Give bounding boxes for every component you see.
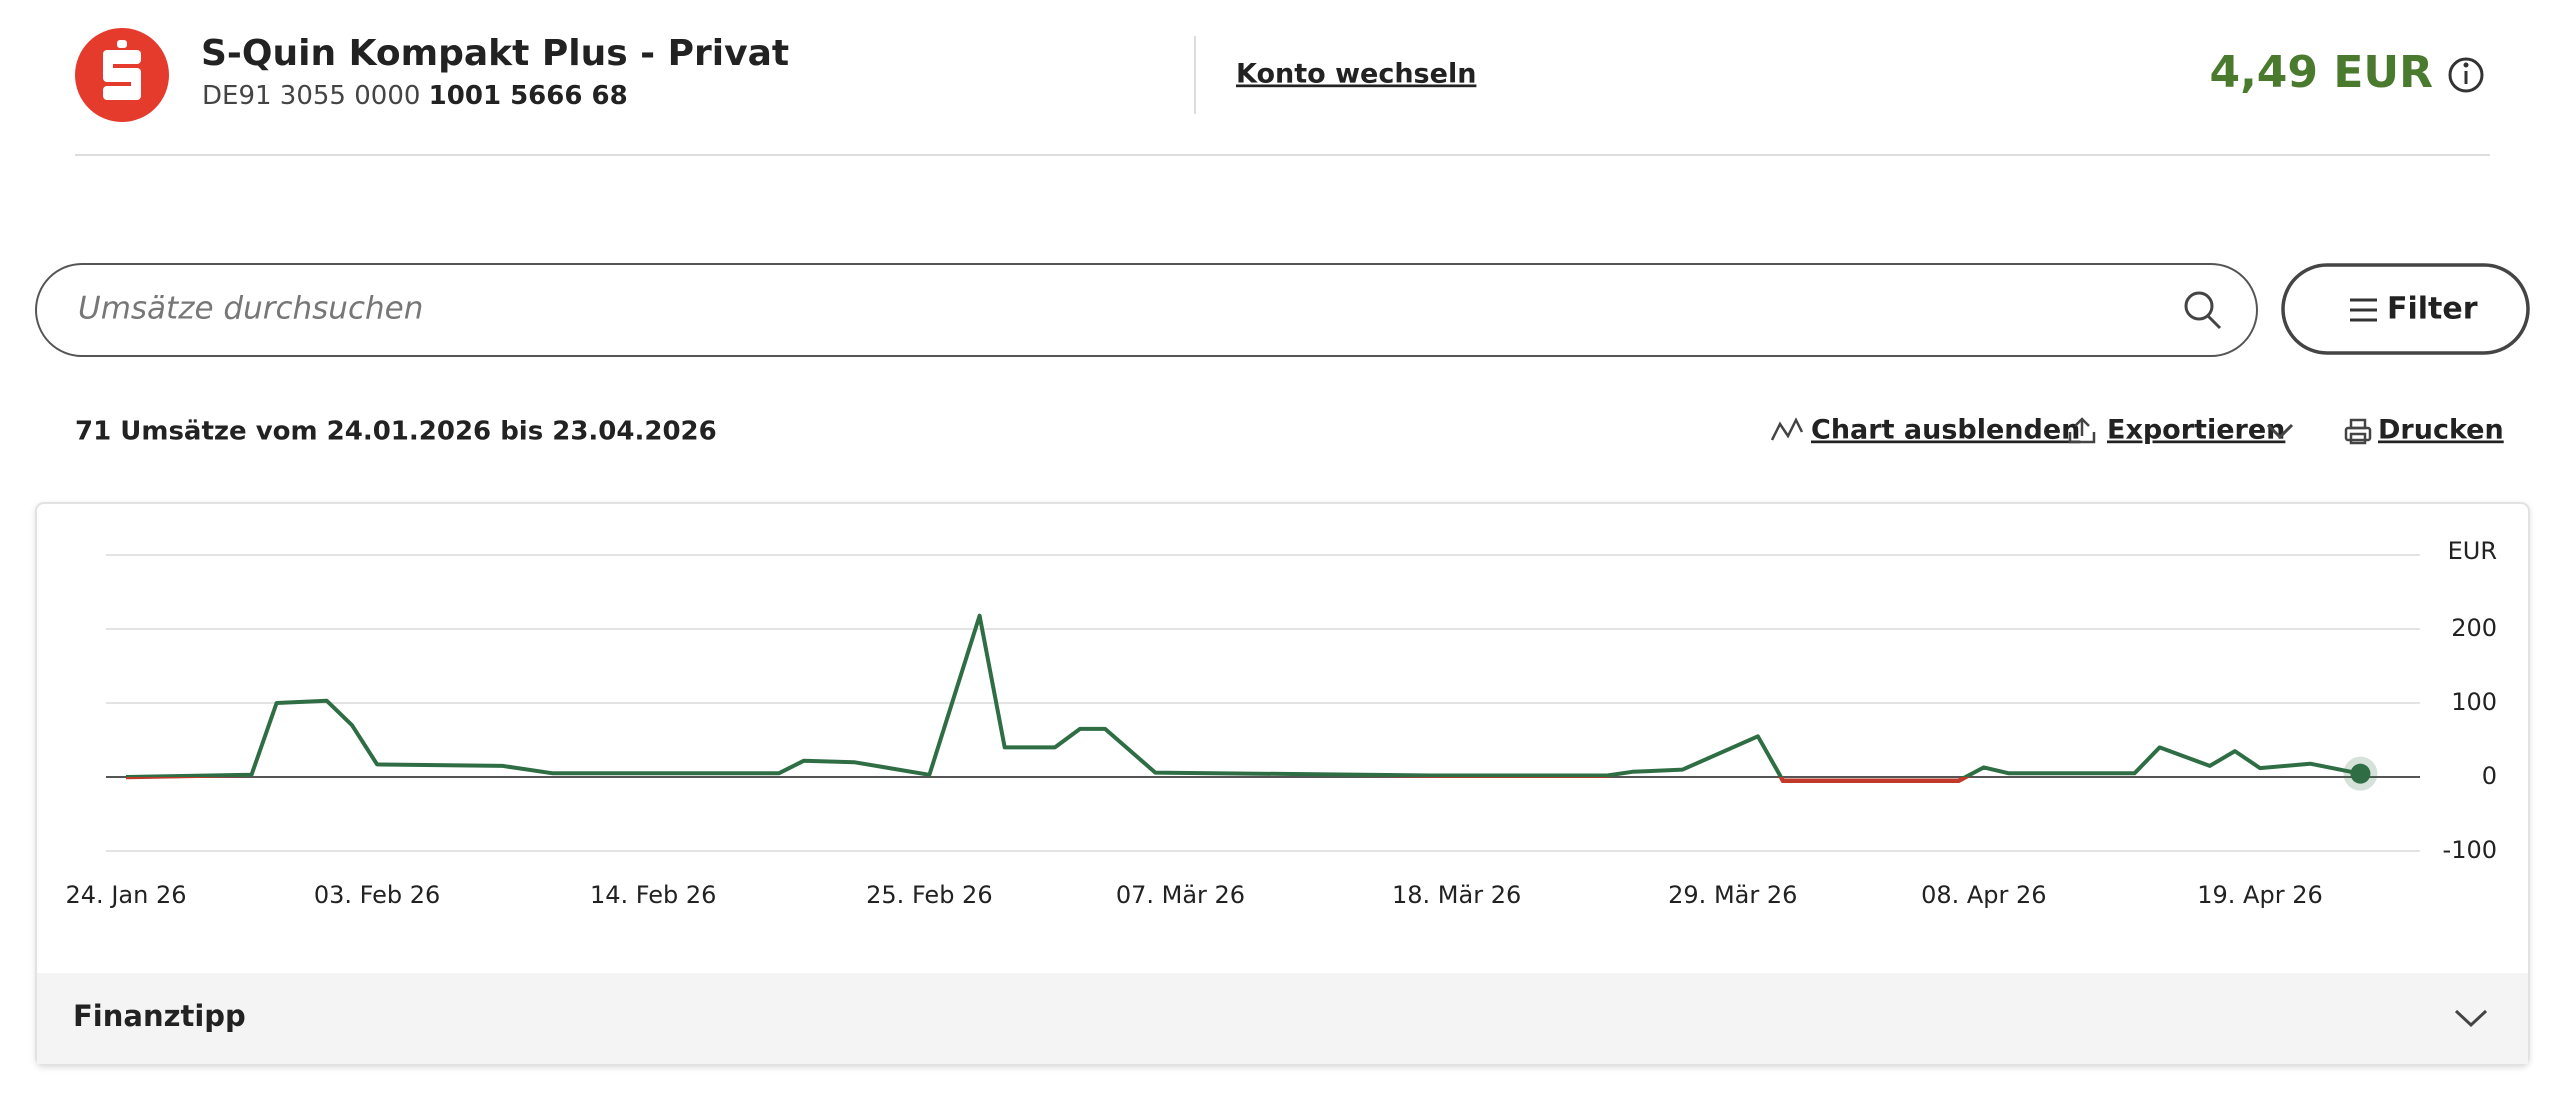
balance-line	[125, 613, 2361, 783]
finanztipp-bar[interactable]	[37, 973, 2528, 1064]
x-tick-label: 29. Mär 26	[1668, 881, 1797, 909]
finanztipp-chevron[interactable]	[2454, 1009, 2488, 1028]
account-name: S-Quin Kompakt Plus - Privat	[201, 33, 789, 74]
filter-label: Filter	[2387, 292, 2478, 327]
x-tick-label: 14. Feb 26	[590, 881, 716, 909]
info-icon[interactable]	[2448, 57, 2484, 93]
y-unit-label: EUR	[2448, 537, 2497, 565]
x-tick-label: 18. Mär 26	[1392, 881, 1521, 909]
search-field[interactable]	[35, 263, 2258, 357]
export-chevron[interactable]	[2266, 423, 2294, 440]
iban-prefix: DE91 3055 0000	[202, 81, 420, 111]
balance: 4,49 EUR	[2209, 47, 2433, 98]
filter-icon	[2350, 298, 2377, 322]
finanztipp-label: Finanztipp	[73, 999, 246, 1033]
x-tick-label: 08. Apr 26	[1921, 881, 2046, 909]
y-tick-label: 0	[2482, 762, 2497, 790]
chart-card	[35, 502, 2530, 1066]
iban-suffix: 1001 5666 68	[429, 81, 628, 111]
hide-chart-link[interactable]: Chart ausblenden	[1811, 415, 2080, 446]
y-tick-label: -100	[2443, 836, 2497, 864]
x-tick-label: 19. Apr 26	[2197, 881, 2322, 909]
x-tick-label: 03. Feb 26	[314, 881, 440, 909]
y-tick-label: 100	[2451, 688, 2497, 716]
transactions-summary: 71 Umsätze vom 24.01.2026 bis 23.04.2026	[75, 417, 717, 447]
x-tick-label: 25. Feb 26	[866, 881, 992, 909]
export-link[interactable]: Exportieren	[2107, 415, 2285, 446]
print-link[interactable]: Drucken	[2378, 415, 2504, 446]
endpoint-dot	[2350, 763, 2371, 784]
switch-account-link[interactable]: Konto wechseln	[1236, 59, 1476, 90]
x-tick-label: 07. Mär 26	[1116, 881, 1245, 909]
iban: DE91 3055 0000 1001 5666 68	[202, 81, 628, 111]
chart-icon	[1770, 417, 1804, 441]
search-placeholder: Umsätze durchsuchen	[78, 291, 423, 327]
bank-logo	[75, 28, 169, 122]
x-tick-label: 24. Jan 26	[66, 881, 187, 909]
search-icon[interactable]	[2184, 291, 2222, 330]
export-icon	[2068, 417, 2096, 444]
print-icon	[2344, 418, 2372, 445]
chart: EUR -100 0 100 200 24. Jan 26 03. Feb 26 14. Fe…	[66, 537, 2497, 909]
y-tick-label: 200	[2451, 614, 2497, 642]
filter-button[interactable]	[2281, 263, 2530, 355]
